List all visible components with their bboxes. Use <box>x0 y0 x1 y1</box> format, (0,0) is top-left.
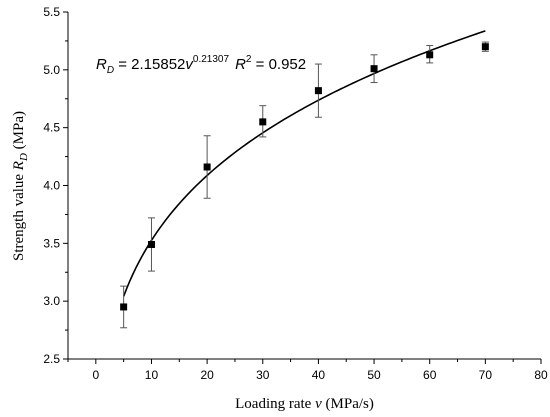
y-tick-label: 4.5 <box>43 121 60 135</box>
data-point <box>481 43 489 51</box>
x-tick-label: 0 <box>92 368 99 382</box>
x-tick-label: 80 <box>534 368 548 382</box>
data-markers <box>120 43 489 311</box>
y-tick-label: 4.0 <box>43 179 60 193</box>
x-tick-label: 70 <box>479 368 493 382</box>
data-point <box>259 118 267 126</box>
fit-equation: RD = 2.15852v0.21307 R2 = 0.952 <box>96 54 306 76</box>
x-ticks: 0 10 20 30 40 50 60 70 80 <box>67 359 548 382</box>
y-tick-label: 5.0 <box>43 63 60 77</box>
y-tick-label: 2.5 <box>43 352 60 366</box>
x-tick-label: 30 <box>256 368 270 382</box>
data-point <box>120 303 128 311</box>
x-tick-label: 40 <box>312 368 326 382</box>
x-axis-title: Loading rate v (MPa/s) <box>235 396 374 412</box>
data-point <box>426 51 434 59</box>
x-tick-label: 60 <box>423 368 437 382</box>
x-tick-label: 20 <box>200 368 214 382</box>
y-axis-title: Strength value RD (MPa) <box>11 111 30 261</box>
y-ticks: 2.5 3.0 3.5 4.0 4.5 5.0 5.5 <box>43 5 68 366</box>
y-tick-label: 5.5 <box>43 5 60 19</box>
x-tick-label: 10 <box>145 368 159 382</box>
data-point <box>147 240 155 248</box>
y-tick-label: 3.5 <box>43 236 60 250</box>
data-point <box>370 65 378 73</box>
fit-curve <box>122 30 486 297</box>
y-tick-label: 3.0 <box>43 294 60 308</box>
error-bars <box>120 41 489 329</box>
x-tick-label: 50 <box>367 368 381 382</box>
data-point <box>314 87 322 95</box>
data-point <box>203 163 211 171</box>
